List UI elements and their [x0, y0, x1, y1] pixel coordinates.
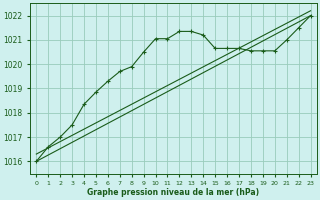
X-axis label: Graphe pression niveau de la mer (hPa): Graphe pression niveau de la mer (hPa): [87, 188, 260, 197]
